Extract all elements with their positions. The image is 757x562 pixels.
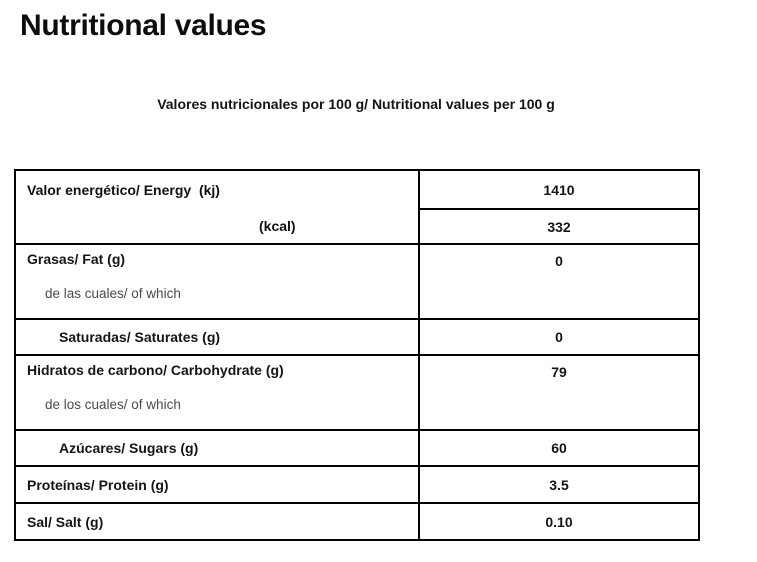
protein-value: 3.5 <box>418 465 700 504</box>
table-row-salt: Sal/ Salt (g) 0.10 <box>14 502 700 541</box>
table-caption: Valores nutricionales por 100 g/ Nutriti… <box>157 96 555 112</box>
fat-of-which-label: de las cuales/ of which <box>45 286 181 301</box>
salt-label: Sal/ Salt (g) <box>14 502 420 541</box>
nutrition-table: Valor energético/ Energy (kj) (kcal) 141… <box>14 169 700 541</box>
nutrition-section: Nutritional values Valores nutricionales… <box>0 8 757 562</box>
table-row-energy-kcal: 332 <box>15 208 700 245</box>
energy-label-cell: Valor energético/ Energy (kj) (kcal) <box>14 169 420 245</box>
saturates-label: Saturadas/ Saturates (g) <box>14 318 420 356</box>
carbohydrate-of-which-label: de los cuales/ of which <box>45 397 181 412</box>
table-row-sugars: Azúcares/ Sugars (g) 60 <box>14 429 700 467</box>
table-row-protein: Proteínas/ Protein (g) 3.5 <box>14 465 700 504</box>
table-row-saturates: Saturadas/ Saturates (g) 0 <box>14 318 700 356</box>
energy-kj-value: 1410 <box>418 169 700 210</box>
sugars-value: 60 <box>418 429 700 467</box>
fat-label-cell: Grasas/ Fat (g) de las cuales/ of which <box>14 243 420 320</box>
page-title: Nutritional values <box>20 9 267 42</box>
carbohydrate-label: Hidratos de carbono/ Carbohydrate (g) <box>27 362 284 378</box>
energy-kcal-value: 332 <box>418 208 700 245</box>
fat-value: 0 <box>418 243 700 320</box>
table-row-energy-kj: Valor energético/ Energy (kj) (kcal) 141… <box>14 169 700 245</box>
salt-value: 0.10 <box>418 502 700 541</box>
sugars-label: Azúcares/ Sugars (g) <box>14 429 420 467</box>
energy-kj-label: Valor energético/ Energy (kj) <box>27 181 220 198</box>
fat-label: Grasas/ Fat (g) <box>27 251 126 267</box>
protein-label: Proteínas/ Protein (g) <box>14 465 420 504</box>
saturates-value: 0 <box>418 318 700 356</box>
carbohydrate-label-cell: Hidratos de carbono/ Carbohydrate (g) de… <box>14 354 420 431</box>
carbohydrate-value: 79 <box>418 354 700 431</box>
table-row-fat: Grasas/ Fat (g) de las cuales/ of which … <box>14 243 700 320</box>
energy-kcal-label: (kcal) <box>259 217 296 234</box>
table-row-carbohydrate: Hidratos de carbono/ Carbohydrate (g) de… <box>14 354 700 431</box>
